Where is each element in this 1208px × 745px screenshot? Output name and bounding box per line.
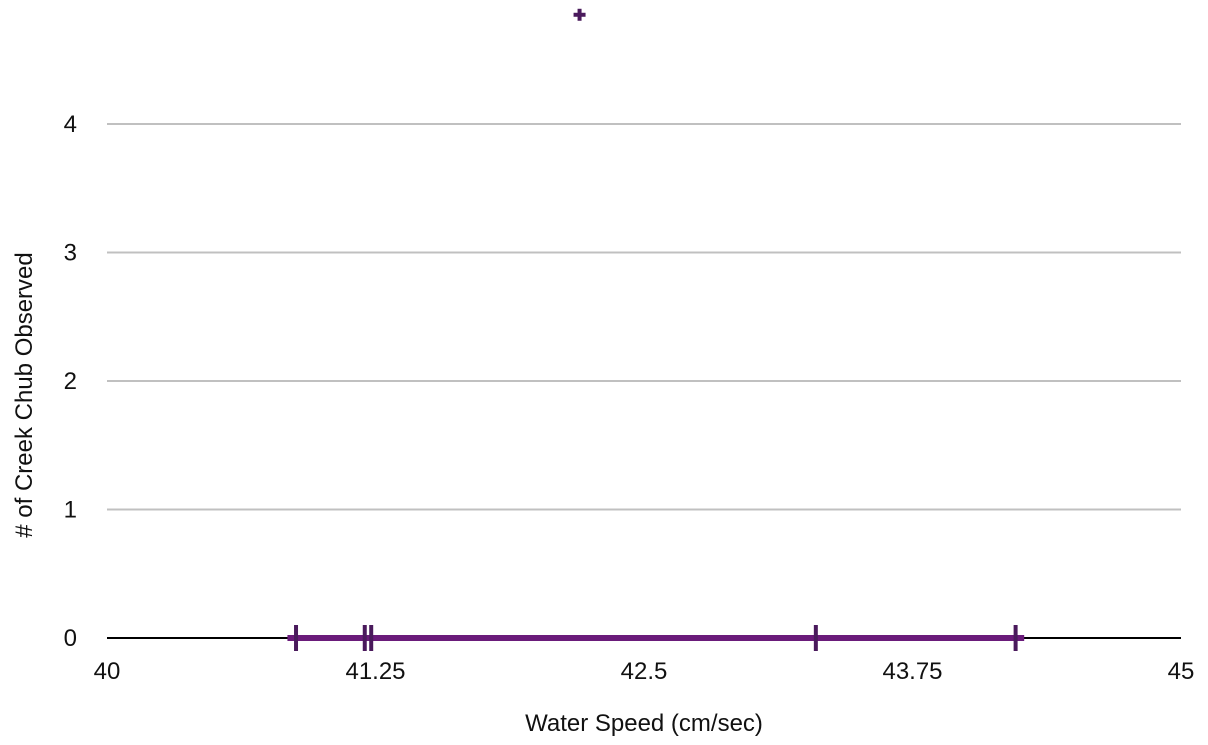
x-tick-label: 45	[1168, 658, 1195, 685]
data-points	[294, 8, 1018, 651]
y-tick-label: 2	[64, 368, 77, 395]
x-tick-label: 41.25	[345, 658, 405, 685]
x-tick-label: 40	[94, 658, 121, 685]
gridlines	[107, 123, 1181, 511]
y-axis-ticks: 0 1 2 3 4	[64, 111, 77, 652]
y-tick-label: 1	[64, 497, 77, 524]
x-tick-label: 42.5	[621, 658, 668, 685]
y-tick-label: 3	[64, 240, 77, 267]
y-tick-label: 4	[64, 111, 77, 138]
x-tick-label: 43.75	[882, 658, 942, 685]
x-axis-ticks: 40 41.25 42.5 43.75 45	[94, 658, 1195, 685]
data-point	[573, 8, 586, 21]
y-axis-title: # of Creek Chub Observed	[11, 252, 38, 537]
x-axis-title: Water Speed (cm/sec)	[525, 710, 763, 737]
y-tick-label: 0	[64, 625, 77, 652]
